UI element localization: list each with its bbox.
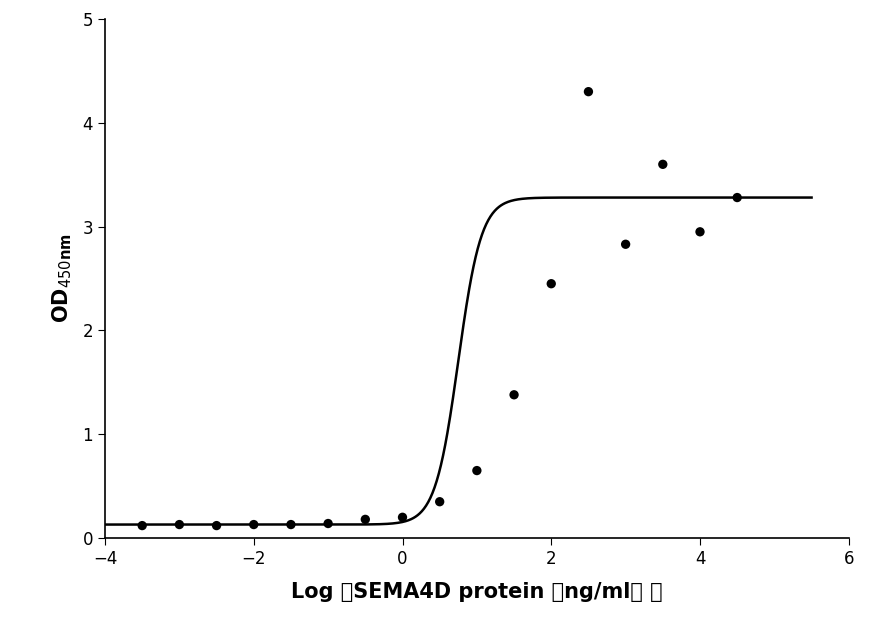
Point [730, 192, 744, 203]
Point [544, 279, 558, 289]
Point [470, 465, 484, 475]
Point [433, 497, 447, 507]
Point [693, 227, 707, 237]
Point [396, 512, 410, 522]
Point [582, 87, 596, 97]
Y-axis label: OD$_{450\mathregular{nm}}$: OD$_{450\mathregular{nm}}$ [51, 234, 74, 323]
Point [359, 514, 373, 524]
Point [135, 520, 149, 530]
X-axis label: Log （SEMA4D protein （ng/ml） ）: Log （SEMA4D protein （ng/ml） ） [291, 582, 662, 602]
Point [507, 390, 522, 400]
Point [210, 520, 224, 530]
Point [656, 160, 670, 170]
Point [247, 520, 261, 530]
Point [284, 520, 298, 530]
Point [172, 520, 186, 530]
Point [619, 239, 633, 249]
Point [321, 518, 335, 529]
